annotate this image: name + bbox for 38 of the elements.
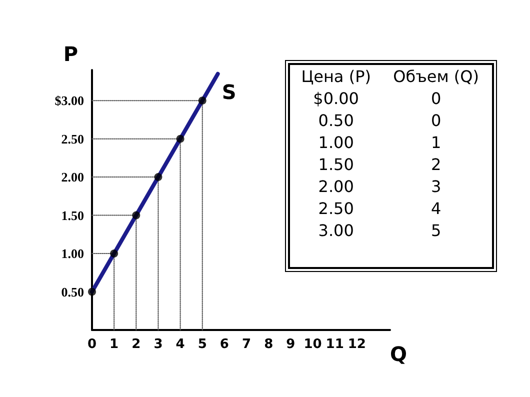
annotation: Цена (P) [300, 66, 372, 88]
y-tick-label: 1.50 [61, 208, 84, 223]
y-tick-label: 2.50 [61, 131, 84, 146]
series-label: S [222, 80, 236, 104]
x-tick-label: 1 [110, 337, 119, 352]
text: 4 [430, 198, 442, 220]
y-tick-label: $3.00 [54, 93, 84, 108]
annotation: 2.50 [317, 198, 355, 220]
text: 5 [430, 220, 442, 242]
x-tick-label: 7 [242, 337, 252, 352]
x-tick-label: 6 [220, 337, 229, 352]
x-tick-label: 10 [304, 337, 322, 352]
y-tick-label: 2.00 [61, 170, 84, 185]
x-tick-label: 9 [286, 337, 296, 352]
text: Объем (Q) [392, 66, 480, 88]
annotation: 1.50 [317, 154, 355, 176]
annotation: 3.00 [317, 220, 355, 242]
text: 3 [430, 176, 442, 198]
x-tick-label: 8 [264, 337, 274, 352]
x-axis-title: Q [390, 342, 408, 366]
x-tick-label: 5 [198, 337, 207, 352]
x-tick-label: 11 [326, 337, 344, 352]
y-axis-title: P [63, 42, 78, 66]
annotation: 1.00 [317, 132, 355, 154]
x-tick-label: 3 [154, 337, 163, 352]
x-tick-label: 4 [176, 337, 185, 352]
text: 1 [430, 132, 442, 154]
text: 0 [430, 88, 442, 110]
annotation: 2.00 [317, 176, 355, 198]
x-tick-label: 12 [348, 337, 366, 352]
annotation: $0.00 [312, 88, 360, 110]
y-tick-label: 0.50 [61, 284, 84, 300]
text: 0 [430, 110, 442, 132]
y-tick-label: 1.00 [61, 246, 84, 262]
x-tick-label: 0 [87, 337, 97, 352]
annotation: 0.50 [317, 110, 355, 132]
x-tick-label: 2 [132, 337, 141, 352]
text: 2 [430, 154, 442, 176]
